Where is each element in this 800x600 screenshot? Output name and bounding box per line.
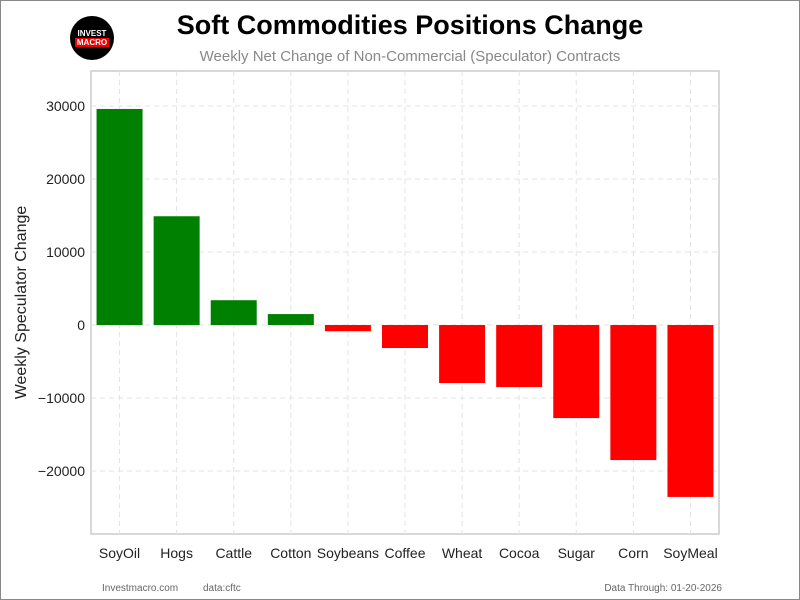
bar-cocoa (496, 325, 543, 388)
x-tick-label: Coffee (385, 545, 426, 561)
x-tick-label: Cattle (215, 545, 252, 561)
x-tick-label: Sugar (558, 545, 596, 561)
chart-title: Soft Commodities Positions Change (176, 10, 644, 40)
investmacro-logo: INVEST MACRO (70, 16, 114, 60)
footer-source: data:cftc (203, 583, 241, 594)
x-tick-label: Corn (618, 545, 648, 561)
bar-soymeal (667, 325, 714, 497)
bar-coffee (382, 325, 428, 349)
x-tick-label: Cocoa (499, 545, 540, 561)
bar-corn (610, 325, 657, 461)
x-tick-label: Soybeans (317, 545, 379, 561)
bar-wheat (439, 325, 486, 384)
y-tick-label: −10000 (38, 390, 85, 406)
x-tick-label: Cotton (270, 545, 311, 561)
y-tick-label: 30000 (46, 98, 85, 114)
bar-sugar (553, 325, 600, 419)
x-tick-label: Wheat (442, 545, 483, 561)
bar-soybeans (324, 325, 371, 332)
bar-soyoil (96, 108, 143, 326)
y-tick-label: 10000 (46, 244, 85, 260)
chart-subtitle: Weekly Net Change of Non-Commercial (Spe… (199, 48, 621, 65)
y-tick-label: 0 (77, 317, 85, 333)
bar-cotton (267, 314, 314, 326)
bar-hogs (153, 216, 200, 326)
x-tick-label: Hogs (160, 545, 193, 561)
x-tick-label: SoyOil (99, 545, 140, 561)
x-tick-label: SoyMeal (663, 545, 717, 561)
footer-site: Investmacro.com (102, 583, 179, 594)
footer-data-through: Data Through: 01-20-2026 (604, 583, 722, 594)
bar-cattle (210, 300, 257, 326)
y-axis-label: Weekly Speculator Change (13, 206, 30, 400)
y-tick-label: 20000 (46, 171, 85, 187)
y-tick-label: −20000 (38, 463, 85, 479)
